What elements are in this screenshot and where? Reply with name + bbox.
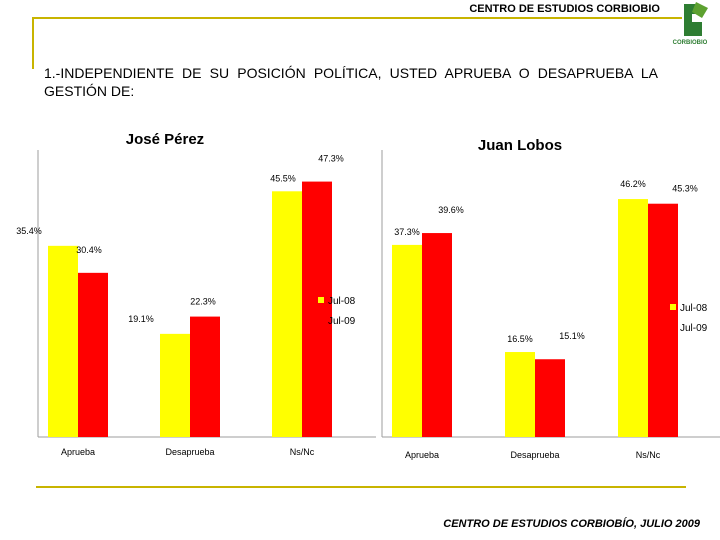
data-label: 39.6% bbox=[438, 205, 464, 215]
legend-swatch bbox=[318, 317, 324, 323]
organization-name: CENTRO DE ESTUDIOS CORBIOBIO bbox=[469, 3, 660, 15]
data-label: 45.5% bbox=[270, 173, 296, 183]
chart-juan-lobos: Juan Lobos 37.3% 39.6% Aprueba 16.5% 15.1% Des… bbox=[381, 137, 720, 460]
header-rule-left bbox=[32, 17, 34, 69]
bar-jul-09-desaprueba bbox=[535, 359, 565, 437]
data-label: 37.3% bbox=[394, 227, 420, 237]
bar-jul-08-aprueba bbox=[392, 244, 422, 437]
category-label: Aprueba bbox=[61, 447, 95, 457]
legend-label: Jul-08 bbox=[328, 296, 356, 307]
data-label: 15.1% bbox=[559, 331, 585, 341]
bar-jul-08-desaprueba bbox=[160, 333, 190, 437]
bar-jul-09-nsnc bbox=[648, 203, 678, 437]
category-label: Aprueba bbox=[405, 450, 439, 460]
bar-jul-09-aprueba bbox=[78, 272, 108, 437]
footer-rule bbox=[36, 486, 686, 488]
footer-source: CENTRO DE ESTUDIOS CORBIOBÍO, JULIO 2009 bbox=[443, 518, 700, 530]
category-label: Desaprueba bbox=[510, 450, 559, 460]
chart-jose-perez: José Pérez 35.4% 30.4% Aprueba 19.1% 22.3% Des… bbox=[16, 131, 376, 457]
legend-label: Jul-09 bbox=[328, 316, 356, 327]
bar-jul-08-nsnc bbox=[618, 199, 648, 437]
data-label: 47.3% bbox=[318, 154, 344, 164]
data-label: 19.1% bbox=[128, 314, 154, 324]
bar-jul-09-desaprueba bbox=[190, 316, 220, 437]
data-label: 16.5% bbox=[507, 334, 533, 344]
data-label: 22.3% bbox=[190, 297, 216, 307]
data-label: 46.2% bbox=[620, 179, 646, 189]
corbiobio-logo-icon bbox=[684, 2, 708, 36]
bar-jul-08-desaprueba bbox=[505, 352, 535, 437]
data-label: 35.4% bbox=[16, 226, 42, 236]
bar-jul-09-aprueba bbox=[422, 233, 452, 437]
chart-title: Juan Lobos bbox=[478, 137, 562, 154]
legend-swatch bbox=[670, 304, 676, 310]
category-label: Ns/Nc bbox=[636, 450, 661, 460]
legend-swatch bbox=[670, 324, 676, 330]
data-label: 45.3% bbox=[672, 184, 698, 194]
chart-title: José Pérez bbox=[126, 131, 204, 148]
legend-label: Jul-09 bbox=[680, 323, 708, 334]
bar-jul-09-nsnc bbox=[302, 181, 332, 437]
bar-jul-08-nsnc bbox=[272, 191, 302, 437]
bar-jul-08-aprueba bbox=[48, 245, 78, 437]
question-text: 1.-INDEPENDIENTE DE SU POSICIÓN POLÍTICA… bbox=[44, 65, 658, 99]
logo-text: CORBIOBIO bbox=[672, 40, 708, 46]
category-label: Ns/Nc bbox=[290, 447, 315, 457]
data-label: 30.4% bbox=[76, 245, 102, 255]
category-label: Desaprueba bbox=[165, 447, 214, 457]
header-rule bbox=[32, 17, 682, 19]
legend-swatch bbox=[318, 297, 324, 303]
legend-label: Jul-08 bbox=[680, 303, 708, 314]
